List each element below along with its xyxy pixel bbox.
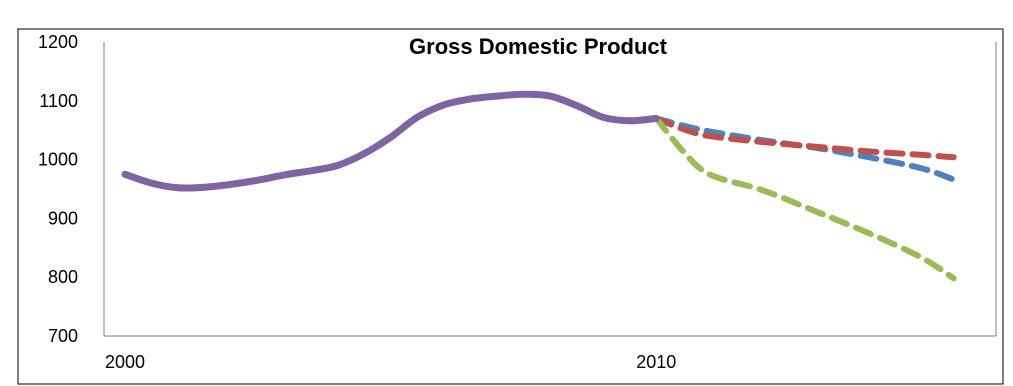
y-tick-label: 700 (48, 326, 78, 346)
y-tick-label: 1200 (38, 32, 78, 52)
series-lines (121, 90, 957, 282)
x-tick-label: 2010 (636, 352, 676, 372)
y-tick-label: 900 (48, 208, 78, 228)
x-tick-labels: 2000 2010 (105, 352, 676, 372)
series-line-projection-3 (653, 115, 957, 282)
x-tick-label: 2000 (105, 352, 145, 372)
chart-title: Gross Domestic Product (409, 34, 668, 59)
series-line-historical (121, 90, 660, 192)
y-tick-label: 1000 (38, 150, 78, 170)
y-tick-label: 1100 (39, 91, 78, 111)
series-line-projection-2 (653, 115, 957, 161)
y-tick-labels: 700 800 900 1000 1100 1200 (38, 32, 78, 346)
chart-frame (17, 28, 1004, 385)
y-tick-label: 800 (48, 267, 78, 287)
